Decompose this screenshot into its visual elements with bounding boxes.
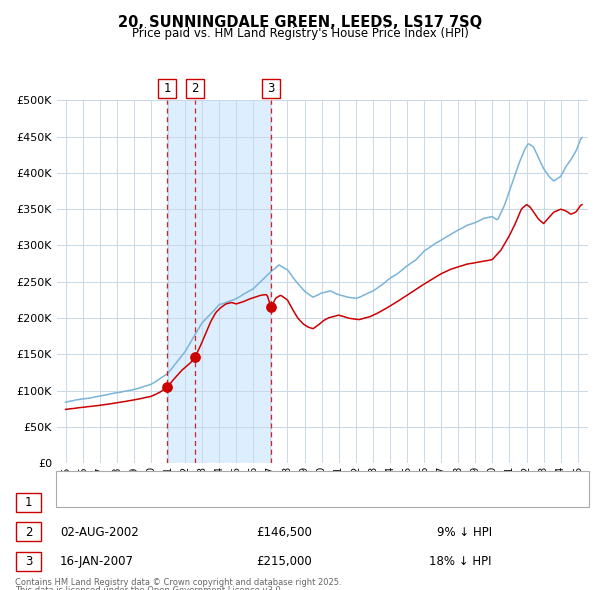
Text: 9% ↓ HPI: 9% ↓ HPI — [437, 526, 492, 539]
Text: 3: 3 — [268, 82, 275, 95]
Text: ——: —— — [63, 492, 88, 505]
Text: 2: 2 — [25, 526, 32, 539]
Text: £215,000: £215,000 — [256, 555, 312, 568]
Text: 02-AUG-2002: 02-AUG-2002 — [60, 526, 139, 539]
Text: 2: 2 — [191, 82, 199, 95]
Text: HPI: Average price, detached house, Leeds: HPI: Average price, detached house, Leed… — [96, 494, 319, 503]
Text: 3: 3 — [25, 555, 32, 568]
Text: 1: 1 — [25, 496, 32, 509]
Text: Contains HM Land Registry data © Crown copyright and database right 2025.: Contains HM Land Registry data © Crown c… — [15, 578, 341, 587]
Text: 13% ↓ HPI: 13% ↓ HPI — [430, 496, 492, 509]
Text: 16-JAN-2007: 16-JAN-2007 — [60, 555, 134, 568]
Point — [266, 303, 276, 312]
Text: 18% ↓ HPI: 18% ↓ HPI — [430, 555, 492, 568]
Point — [163, 382, 172, 392]
Text: This data is licensed under the Open Government Licence v3.0.: This data is licensed under the Open Gov… — [15, 586, 283, 590]
Text: 21-DEC-2000: 21-DEC-2000 — [60, 496, 138, 509]
Bar — [167, 100, 271, 463]
Text: 20, SUNNINGDALE GREEN, LEEDS, LS17 7SQ: 20, SUNNINGDALE GREEN, LEEDS, LS17 7SQ — [118, 15, 482, 30]
Text: 20, SUNNINGDALE GREEN, LEEDS, LS17 7SQ (detached house): 20, SUNNINGDALE GREEN, LEEDS, LS17 7SQ (… — [96, 475, 422, 484]
Point — [190, 352, 200, 362]
Text: £146,500: £146,500 — [256, 526, 312, 539]
Text: Price paid vs. HM Land Registry's House Price Index (HPI): Price paid vs. HM Land Registry's House … — [131, 27, 469, 40]
Text: 1: 1 — [164, 82, 171, 95]
Text: £105,000: £105,000 — [256, 496, 312, 509]
Text: ——: —— — [63, 473, 88, 486]
